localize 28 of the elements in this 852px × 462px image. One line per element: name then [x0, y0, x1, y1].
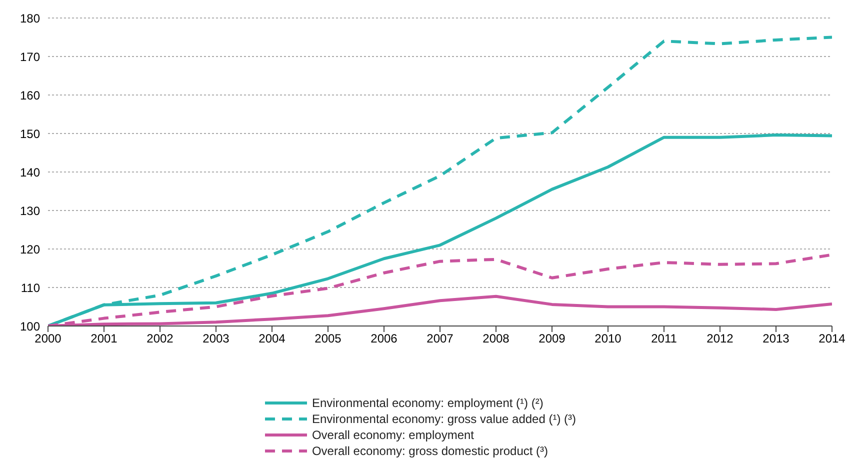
- legend-label: Environmental economy: employment (¹) (²): [312, 396, 544, 410]
- y-tick-label: 110: [20, 280, 40, 295]
- x-tick-label: 2007: [426, 332, 454, 346]
- x-tick-label: 2005: [314, 332, 342, 346]
- y-tick-label: 150: [20, 126, 40, 141]
- y-tick-label: 120: [20, 242, 40, 256]
- legend-label: Environmental economy: gross value added (¹) (³): [312, 412, 576, 426]
- x-tick-label: 2010: [594, 332, 622, 346]
- x-tick-label: 2003: [202, 332, 230, 346]
- y-tick-label: 160: [20, 88, 40, 102]
- y-tick-label: 140: [20, 165, 40, 180]
- x-tick-label: 2008: [482, 332, 510, 346]
- y-tick-label: 130: [20, 204, 40, 218]
- x-tick-label: 2004: [258, 332, 286, 346]
- x-tick-label: 2009: [538, 332, 566, 346]
- x-tick-label: 2013: [762, 332, 790, 346]
- x-tick-label: 2000: [34, 332, 62, 346]
- x-tick-label: 2001: [90, 332, 118, 346]
- x-tick-label: 2014: [818, 332, 846, 346]
- legend-label: Overall economy: employment: [312, 428, 474, 442]
- y-tick-label: 170: [20, 50, 40, 64]
- x-tick-label: 2006: [370, 332, 398, 346]
- x-tick-label: 2011: [651, 332, 678, 346]
- x-tick-label: 2002: [146, 332, 174, 346]
- legend-label: Overall economy: gross domestic product (³): [312, 444, 548, 458]
- x-tick-label: 2012: [706, 332, 734, 346]
- y-tick-label: 100: [20, 319, 40, 334]
- y-tick-label: 180: [20, 11, 40, 26]
